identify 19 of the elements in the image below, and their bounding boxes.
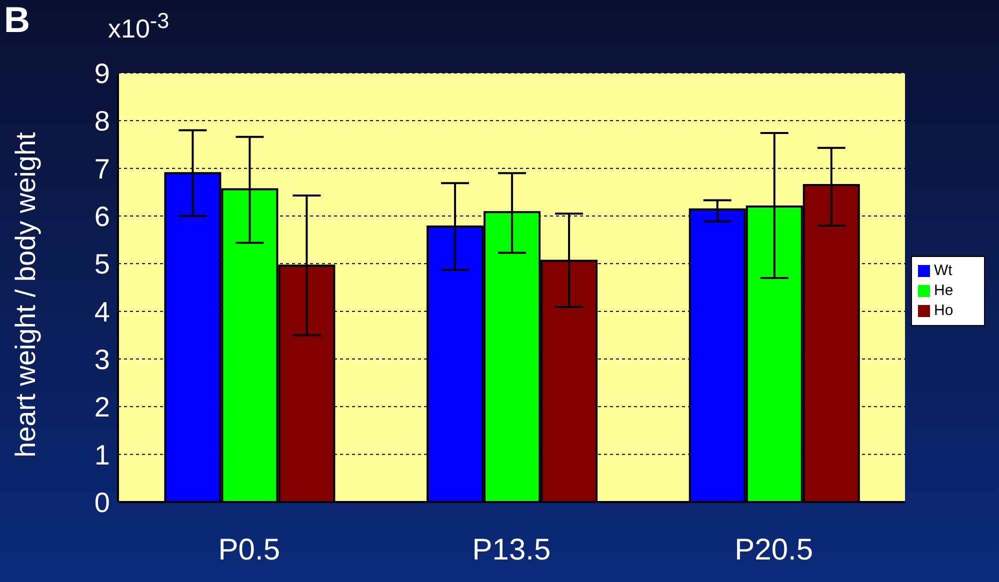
x-tick-label: P0.5 [218,533,280,566]
y-tick-label: 5 [94,248,110,280]
legend-label: Wt [934,262,952,279]
y-tick-label: 4 [94,296,110,328]
y-tick-label: 1 [94,439,110,470]
y-axis-title: heart weight / body weight [10,132,41,458]
x-tick-label: P13.5 [472,533,551,566]
y-tick-label: 6 [94,200,110,232]
x-tick-label: P20.5 [734,533,814,566]
y-tick-label: 7 [94,153,110,184]
y-tick-label: 9 [94,58,110,89]
legend-label: He [934,282,954,299]
text: x10$^{-3}$ [108,8,170,44]
text: B [4,0,30,40]
y-tick-label: 2 [94,392,110,423]
y-tick-label: 3 [94,344,110,375]
legend-label: Ho [934,302,954,319]
y-tick-label: 0 [94,486,110,518]
y-tick-label: 8 [94,106,110,137]
